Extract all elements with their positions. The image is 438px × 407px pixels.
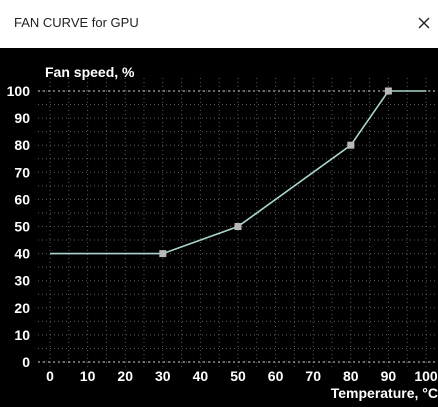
y-tick-label: 90 (14, 110, 30, 126)
y-tick-label: 60 (14, 191, 30, 207)
y-tick-label: 100 (7, 83, 31, 99)
x-tick-label: 80 (343, 368, 359, 384)
x-tick-label: 90 (381, 368, 397, 384)
y-tick-label: 20 (14, 300, 30, 316)
x-axis-label: Temperature, °C (331, 385, 438, 401)
y-tick-label: 40 (14, 246, 30, 262)
x-tick-label: 70 (305, 368, 321, 384)
x-tick-label: 50 (230, 368, 246, 384)
x-tick-label: 60 (268, 368, 284, 384)
curve-control-point[interactable] (384, 87, 392, 95)
y-axis-label: Fan speed, % (45, 64, 135, 80)
y-tick-label: 50 (14, 219, 30, 235)
fan-curve-chart[interactable]: 0 10 20 30 40 50 60 70 80 90 100 0 10 20 30 40 50 60 70 80 9… (0, 48, 438, 407)
curve-control-point[interactable] (347, 141, 355, 149)
curve-control-point[interactable] (234, 223, 242, 230)
chart-series (50, 90, 426, 255)
chart-control-points (159, 87, 392, 258)
x-tick-label: 20 (117, 368, 133, 384)
close-button[interactable] (410, 8, 438, 38)
x-tick-label: 30 (155, 368, 171, 384)
y-tick-label: 10 (14, 327, 30, 343)
chart-grid (38, 78, 438, 368)
y-tick-label: 80 (14, 137, 30, 153)
close-icon (418, 17, 430, 29)
x-tick-label: 100 (414, 368, 438, 384)
fan-curve-line (50, 90, 426, 255)
window-title: FAN CURVE for GPU (14, 15, 139, 30)
y-tick-label: 30 (14, 273, 30, 289)
y-tick-label: 0 (22, 354, 30, 370)
y-tick-label: 70 (14, 164, 30, 180)
title-bar: FAN CURVE for GPU (0, 0, 438, 48)
curve-control-point[interactable] (159, 250, 167, 258)
x-tick-label: 10 (80, 368, 96, 384)
chart-axes: 0 10 20 30 40 50 60 70 80 90 100 0 10 20 30 40 50 60 70 80 9… (7, 83, 438, 384)
x-tick-label: 0 (46, 368, 54, 384)
x-tick-label: 40 (193, 368, 209, 384)
